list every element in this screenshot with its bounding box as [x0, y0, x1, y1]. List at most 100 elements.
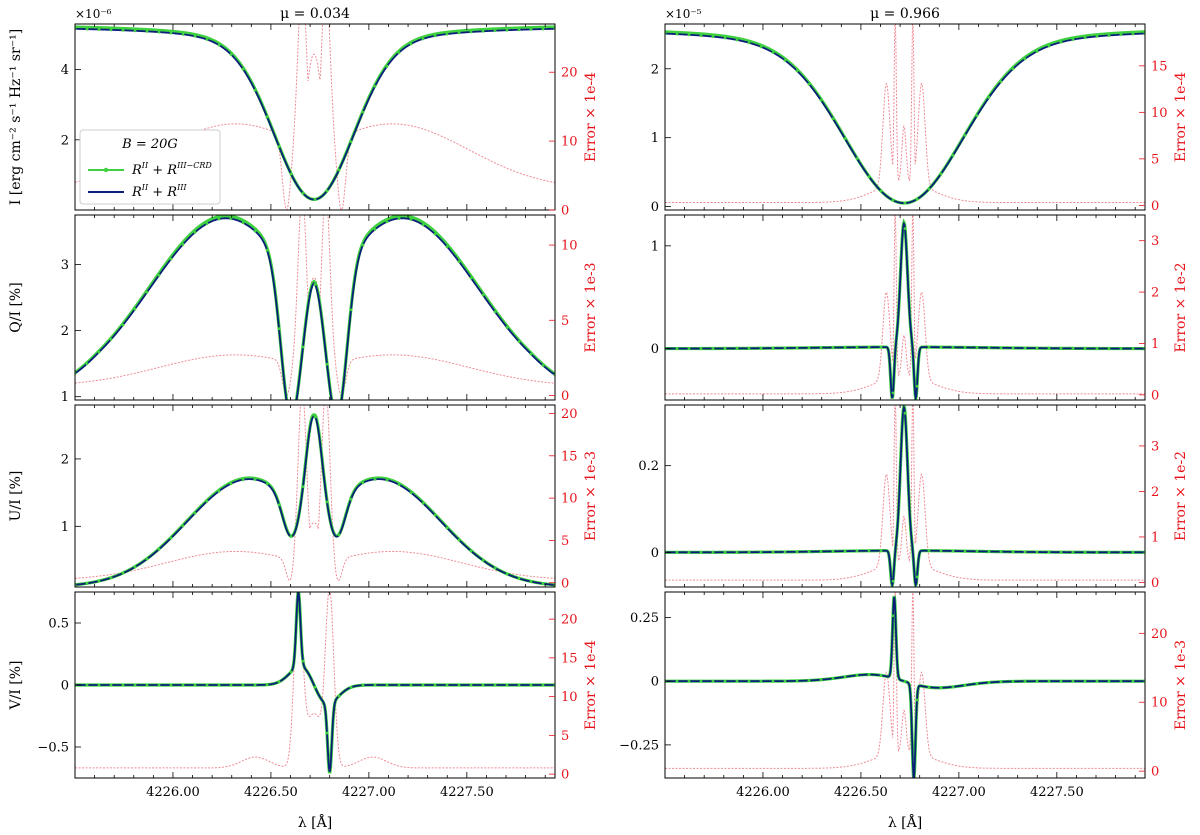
series-rii-riii-crd-I_mu0966: [665, 30, 1145, 205]
title-mu-0966: μ = 0.966: [870, 6, 940, 22]
data-point: [457, 31, 461, 35]
axes-frame-VI_mu0966: [664, 591, 1146, 779]
data-point: [795, 550, 799, 554]
data-point: [1059, 679, 1063, 683]
data-point: [409, 42, 413, 46]
data-point: [747, 346, 751, 350]
data-point: [975, 549, 979, 553]
data-point: [987, 346, 991, 350]
y-tick-label: 2: [651, 62, 659, 77]
data-point: [121, 28, 125, 32]
data-point: [361, 110, 365, 114]
y-right-tick-label: 0: [1151, 576, 1159, 591]
series-rii-riii-I_mu0966: [665, 32, 1145, 205]
data-point: [987, 681, 991, 684]
data-point: [181, 32, 185, 36]
data-point: [699, 347, 703, 350]
y-tick-label: 0.25: [630, 611, 659, 626]
data-point: [109, 28, 113, 32]
data-point: [205, 683, 209, 687]
y-tick-label: 1: [651, 131, 659, 146]
data-point: [469, 549, 473, 553]
data-point: [290, 417, 293, 420]
data-point: [385, 64, 389, 68]
x-tick-label: 4226.00: [736, 785, 790, 800]
data-point: [229, 683, 233, 687]
data-point: [951, 685, 955, 689]
series-rii-riii-crd-QI_mu0966: [665, 218, 1145, 400]
data-point: [121, 571, 125, 575]
data-point: [338, 412, 341, 415]
series-rii-riii-crd-VI_mu0966: [665, 595, 1145, 778]
y-right-axis-label: Error × 1e-3: [583, 262, 599, 352]
y-right-tick-label: 0: [561, 576, 569, 591]
y-right-axis-label: Error × 1e-4: [583, 72, 599, 162]
data-point: [915, 197, 919, 201]
y-right-tick-label: 5: [561, 534, 569, 549]
y-tick-label: 0.5: [48, 617, 69, 632]
data-point: [867, 175, 871, 179]
data-point: [771, 51, 775, 54]
data-point: [241, 683, 245, 687]
data-point: [819, 550, 823, 553]
panel-VI_mu0966: 4226.00 4226.50 4227.00 4227.50 −0.25 0 0.25 0 1…: [619, 591, 1189, 800]
y-right-axis-label: Error × 1e-2: [1173, 451, 1189, 541]
data-point: [711, 347, 715, 350]
data-point: [97, 683, 101, 687]
y-right-axis-label: Error × 1e-3: [583, 451, 599, 541]
y-right-tick-label: 0: [1151, 199, 1159, 214]
data-point: [301, 191, 305, 195]
data-point: [711, 550, 715, 554]
data-point: [517, 683, 521, 687]
data-point: [963, 549, 967, 553]
data-point: [711, 35, 715, 39]
series-rii-riii-VI_mu0034: [75, 592, 555, 772]
data-point: [97, 579, 101, 583]
data-point: [891, 198, 895, 202]
data-point: [277, 327, 281, 331]
data-point: [157, 273, 161, 277]
title-mu-0034: μ = 0.034: [280, 6, 350, 22]
legend: B = 20G RII + RIII−CRD RII + RIII: [79, 129, 221, 205]
data-point: [759, 679, 763, 683]
data-point: [397, 51, 401, 54]
data-point: [325, 189, 329, 193]
data-point: [723, 36, 727, 40]
y-right-axis-label: Error × 1e-4: [1173, 72, 1189, 162]
data-point: [675, 32, 679, 36]
data-point: [1011, 680, 1015, 683]
data-point: [493, 29, 497, 33]
markers-I_mu0966: [665, 32, 1145, 205]
y-multiplier: ×10⁻⁵: [665, 7, 702, 21]
data-point: [529, 683, 533, 687]
data-point: [1083, 679, 1087, 683]
y-axis-label: Q/I [%]: [8, 282, 24, 332]
data-point: [109, 576, 113, 580]
data-point: [855, 157, 859, 160]
y-tick-label: 1: [61, 520, 69, 535]
data-point: [505, 572, 509, 576]
series-error-UI_mu0966: [665, 405, 1145, 581]
data-point: [831, 346, 835, 349]
y-tick-label: 4: [61, 63, 69, 78]
data-point: [385, 220, 389, 224]
data-point: [409, 683, 413, 687]
data-point: [409, 218, 413, 221]
y-right-tick-label: 10: [561, 690, 578, 705]
y-right-tick-label: 10: [561, 239, 578, 254]
markers-VI_mu0034: [75, 659, 555, 735]
data-point: [675, 679, 679, 683]
series-error-QI_mu0034: [75, 215, 555, 396]
data-point: [97, 350, 101, 354]
data-point: [241, 221, 245, 225]
data-point: [759, 550, 763, 554]
y-right-tick-label: 0: [561, 768, 569, 783]
y-right-tick-label: 2: [1151, 485, 1159, 500]
data-point: [867, 549, 871, 553]
data-point: [421, 37, 425, 41]
data-point: [397, 217, 401, 220]
y-right-tick-label: 10: [561, 492, 578, 507]
data-point: [277, 145, 281, 148]
data-point: [409, 491, 413, 495]
